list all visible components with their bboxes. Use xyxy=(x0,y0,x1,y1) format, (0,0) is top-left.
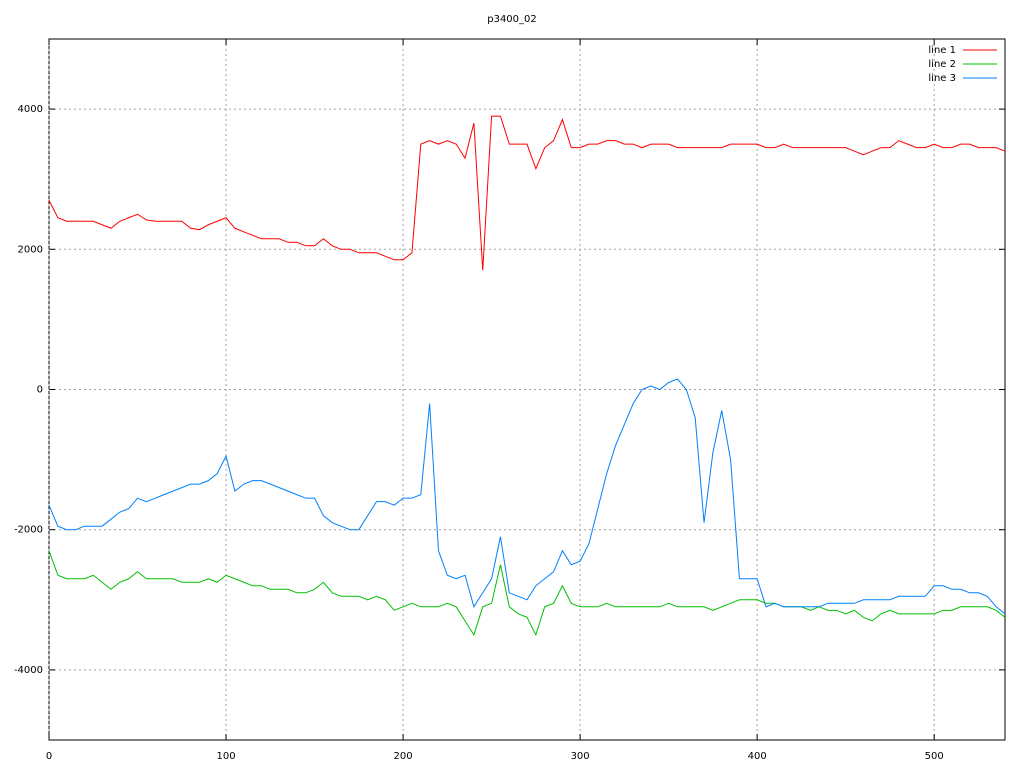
y-tick-label: 0 xyxy=(37,385,43,396)
data-line xyxy=(48,115,1006,271)
legend-label: line 3 xyxy=(928,73,956,84)
legend-label: line 2 xyxy=(928,59,956,70)
x-tick-label: 400 xyxy=(748,751,767,762)
x-tick-label: 500 xyxy=(925,751,944,762)
y-tick-label: 4000 xyxy=(18,104,43,115)
x-tick-label: 100 xyxy=(216,751,235,762)
y-tick-label: -2000 xyxy=(14,525,43,536)
y-tick-label: 2000 xyxy=(18,244,43,255)
legend-label: line 1 xyxy=(928,45,956,56)
x-tick-label: 300 xyxy=(571,751,590,762)
x-tick-label: 0 xyxy=(46,751,52,762)
data-line xyxy=(48,378,1006,615)
x-tick-label: 200 xyxy=(394,751,413,762)
data-line xyxy=(48,550,1006,637)
chart-title: p3400_02 xyxy=(487,14,537,25)
y-tick-label: -4000 xyxy=(14,665,43,676)
